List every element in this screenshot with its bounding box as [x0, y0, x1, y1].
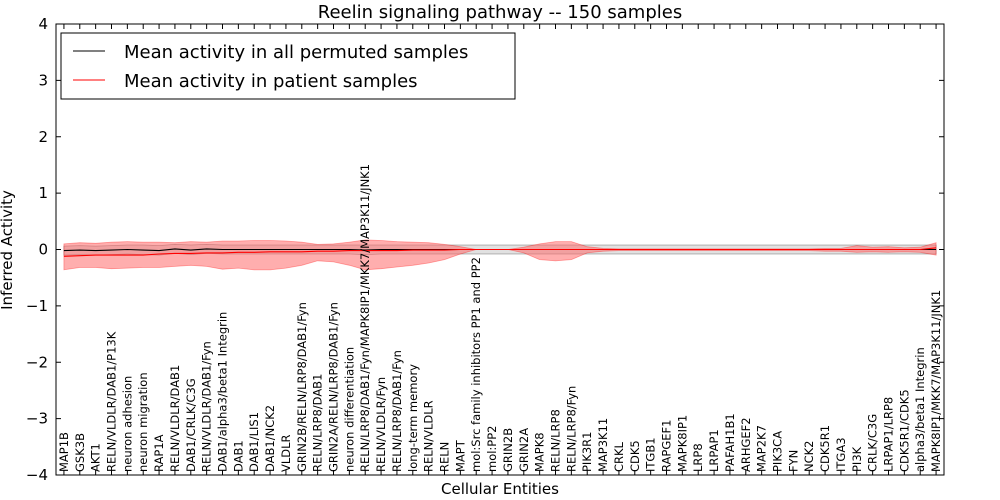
entity-label: mol:PP2: [485, 426, 499, 473]
entity-labels: MAP1B GSK3B AKT1 RELN/VLDLR/DAB1/P13K neuron…: [57, 164, 943, 472]
entity-label: RELN/VLDLR/Fyn: [374, 377, 388, 472]
entity-label: GRIN2A/RELN/LRP8/DAB1/Fyn: [327, 302, 341, 472]
entity-label: GRIN2B/RELN/LRP8/DAB1/Fyn: [295, 302, 309, 472]
entity-label: MAP3K11: [596, 418, 610, 472]
entity-label: LRPAP1: [707, 429, 721, 472]
entity-label: LRP8: [691, 443, 705, 472]
entity-label: GRIN2B: [501, 428, 515, 472]
entity-label: RAPGEF1: [660, 420, 674, 472]
entity-label: neuron differentiation: [342, 347, 356, 472]
entity-label: RELN/LRP8/DAB1/Fyn/MAPK8IP1/MKK7/MAP3K11…: [358, 164, 372, 472]
entity-label: long-term memory: [406, 364, 420, 472]
entity-label: MAPK8: [533, 432, 547, 472]
entity-label: RELN/VLDLR/DAB1/P13K: [105, 331, 119, 472]
legend-label-patient: Mean activity in patient samples: [124, 71, 418, 92]
y-tick-label: 3: [38, 71, 48, 89]
y-tick-label: −4: [26, 466, 48, 484]
entity-label: MAPT: [453, 439, 467, 472]
entity-label: RELN/LRP8/Fyn: [564, 386, 578, 472]
entity-label: PIK3R1: [580, 432, 594, 473]
entity-label: CDK5R1: [818, 425, 832, 472]
plot-frame: [55, 23, 945, 476]
entity-label: RELN/VLDLR/DAB1/Fyn: [200, 341, 214, 472]
entity-label: CDK5R1/CDK5: [897, 389, 911, 472]
entity-label: FYN: [786, 450, 800, 472]
y-axis-title: Inferred Activity: [0, 190, 16, 310]
entity-label: LRPAP1/LRP8: [882, 397, 896, 472]
entity-label: CDK5: [628, 440, 642, 472]
entity-label: RAP1A: [152, 434, 166, 472]
entity-label: DAB1: [231, 440, 245, 472]
entity-label: NCK2: [802, 441, 816, 473]
entity-label: VLDLR: [279, 434, 293, 472]
entity-label: alpha3/beta1 Integrin: [913, 347, 927, 472]
y-tick-label: 4: [38, 15, 48, 33]
entity-label: RELN/LRP8/DAB1: [311, 374, 325, 472]
entity-label: neuron adhesion: [120, 376, 134, 472]
entity-label: GSK3B: [73, 433, 87, 472]
entity-label: DAB1/LIS1: [247, 412, 261, 472]
entity-label: DAB1/alpha3/beta1 Integrin: [216, 312, 230, 472]
entity-label: RELN: [438, 442, 452, 472]
entity-label: GRIN2A: [517, 428, 531, 472]
axis-ticks: [56, 23, 944, 476]
entity-label: AKT1: [89, 443, 103, 472]
y-tick-label: 0: [38, 241, 48, 259]
x-axis-title: Cellular Entities: [441, 480, 559, 498]
entity-label: PAFAH1B1: [723, 413, 737, 472]
line-series-1: [63, 247, 937, 257]
legend-box: [60, 32, 516, 100]
y-tick-label: −2: [26, 353, 48, 371]
entity-label: RELN/VLDLR/DAB1: [168, 365, 182, 472]
y-tick-label: −1: [26, 297, 48, 315]
band-series-1: [63, 239, 937, 271]
entity-label: MAP1B: [57, 432, 71, 472]
entity-label: MAPK8IP1: [675, 415, 689, 472]
entity-label: neuron migration: [136, 372, 150, 472]
entity-label: DAB1/NCK2: [263, 405, 277, 472]
entity-label: PIK3CA: [771, 431, 785, 472]
series-lines: [63, 247, 937, 257]
entity-label: MAP2K7: [755, 425, 769, 472]
y-tick-label: 1: [38, 184, 48, 202]
legend: Mean activity in all permuted samples Me…: [60, 32, 516, 100]
entity-label: PI3K: [850, 446, 864, 472]
entity-label: CRKL: [612, 441, 626, 472]
entity-label: RELN/VLDLR: [422, 400, 436, 472]
entity-label: RELN/LRP8: [549, 409, 563, 472]
entity-label: ITGA3: [834, 437, 848, 472]
entity-label: MAPK8IP1/MKK7/MAP3K11/JNK1: [929, 290, 943, 472]
entity-label: ARHGEF2: [739, 417, 753, 472]
y-tick-labels: −4 −3 −2 −1 0 1 2 3 4: [26, 15, 48, 484]
y-tick-label: −3: [26, 410, 48, 428]
entity-label: mol:Src family inhibitors PP1 and PP2: [469, 257, 483, 472]
legend-label-permuted: Mean activity in all permuted samples: [124, 42, 468, 63]
entity-label: ITGB1: [644, 437, 658, 472]
entity-label: RELN/LRP8/DAB1/Fyn: [390, 350, 404, 472]
entity-label: DAB1/CRLK/C3G: [184, 378, 198, 472]
y-tick-label: 2: [38, 128, 48, 146]
chart-title: Reelin signaling pathway -- 150 samples: [318, 2, 682, 23]
entity-label: CRLK/C3G: [866, 414, 880, 472]
